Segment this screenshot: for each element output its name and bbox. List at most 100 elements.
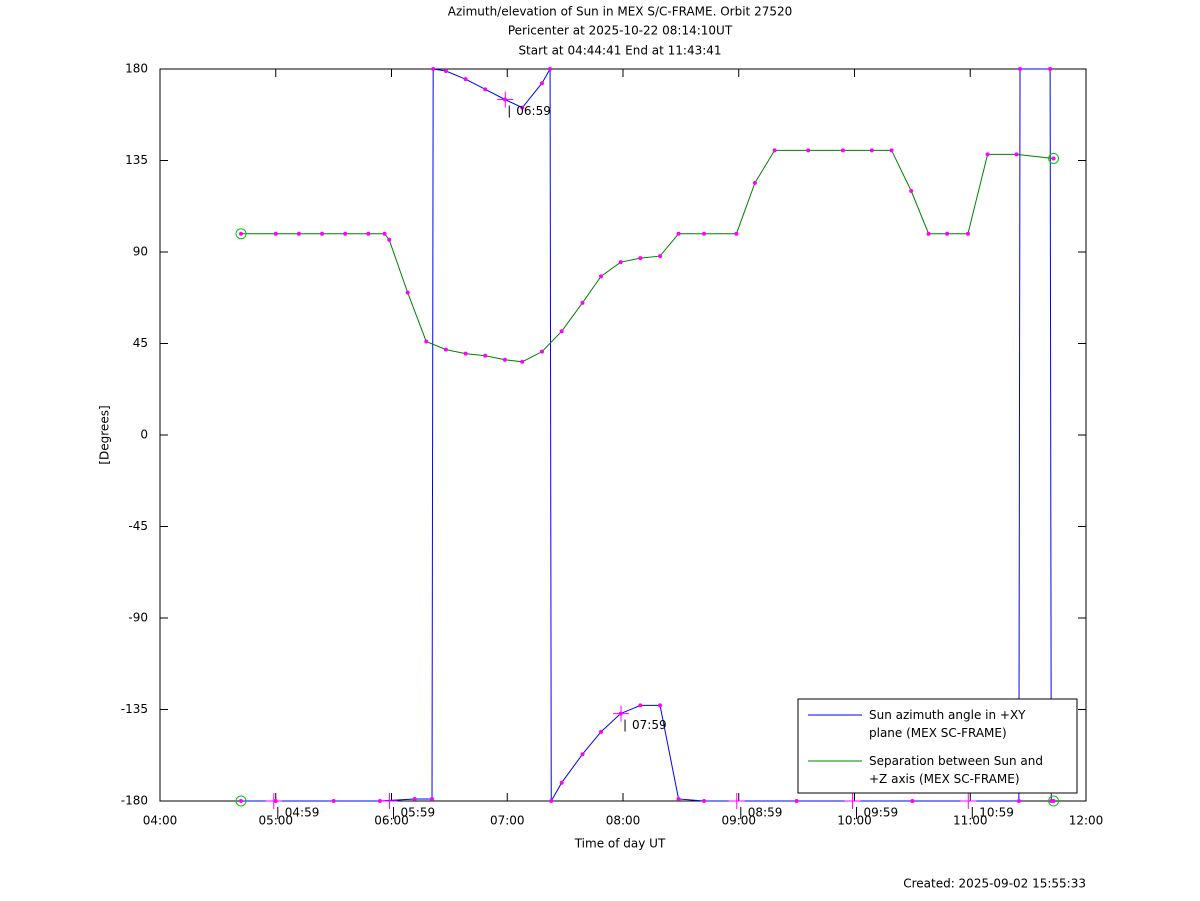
data-point xyxy=(909,189,914,193)
data-point xyxy=(889,148,894,153)
data-point xyxy=(539,81,544,86)
x-tick-label: 10:00 xyxy=(837,814,872,828)
endpoint-marker xyxy=(1048,795,1060,807)
data-point xyxy=(443,347,448,352)
y-tick-label: -45 xyxy=(128,519,148,533)
data-point xyxy=(382,231,387,236)
y-tick-label: -90 xyxy=(128,611,148,625)
data-point xyxy=(387,237,392,242)
data-point xyxy=(549,799,554,803)
annotation: 09:59 xyxy=(864,806,899,820)
data-point xyxy=(1048,67,1053,71)
data-point xyxy=(463,351,468,356)
data-point xyxy=(702,799,707,803)
data-point xyxy=(366,231,371,236)
data-point xyxy=(580,300,585,305)
annotation: 06:59 xyxy=(516,104,551,118)
data-point xyxy=(1016,799,1021,803)
data-point xyxy=(405,290,410,295)
plot-frame xyxy=(159,68,1087,802)
data-point xyxy=(794,799,799,803)
data-point xyxy=(239,799,244,803)
data-point xyxy=(676,231,681,236)
data-point xyxy=(638,256,643,261)
data-point xyxy=(424,339,429,344)
data-point xyxy=(926,231,931,236)
legend: Sun azimuth angle in +XY plane (MEX SC-F… xyxy=(797,698,1078,794)
annotation: 10:59 xyxy=(979,806,1014,820)
data-point xyxy=(539,349,544,354)
data-point xyxy=(752,180,757,185)
data-point xyxy=(965,231,970,236)
data-point xyxy=(840,148,845,153)
data-point xyxy=(520,359,525,364)
annotation: 08:59 xyxy=(748,806,783,820)
x-tick-label: 05:00 xyxy=(258,814,293,828)
data-point xyxy=(443,69,448,74)
data-point xyxy=(463,77,468,82)
endpoint-marker xyxy=(1048,152,1060,164)
y-tick-label: 0 xyxy=(140,428,148,442)
y-tick-label: 135 xyxy=(125,153,148,167)
data-point xyxy=(734,231,739,236)
y-axis-label: [Degrees] xyxy=(98,405,112,464)
x-tick-label: 08:00 xyxy=(606,814,641,828)
legend-label: Separation between Sun and +Z axis (MEX … xyxy=(869,754,1047,786)
data-point xyxy=(599,729,604,734)
data-point xyxy=(520,105,525,110)
data-point xyxy=(676,796,681,801)
chart-subtitle: Pericenter at 2025-10-22 08:14:10UT xyxy=(508,24,733,38)
data-point xyxy=(483,353,488,358)
data-point xyxy=(658,703,663,708)
data-point xyxy=(580,752,585,757)
y-tick-label: -135 xyxy=(121,702,148,716)
annotation: 05:59 xyxy=(401,806,436,820)
data-point xyxy=(1051,156,1056,161)
data-point xyxy=(1051,799,1056,803)
data-point xyxy=(772,148,777,153)
x-tick-label: 09:00 xyxy=(721,814,756,828)
data-point xyxy=(296,231,301,236)
data-point xyxy=(599,274,604,279)
endpoint-marker xyxy=(235,795,247,807)
x-axis-label: Time of day UT xyxy=(574,837,666,851)
data-point xyxy=(331,799,336,803)
data-point xyxy=(343,231,348,236)
chart-title: Azimuth/elevation of Sun in MEX S/C-FRAM… xyxy=(448,5,793,19)
series-line xyxy=(241,67,1054,803)
data-point xyxy=(239,231,244,236)
data-point xyxy=(502,357,507,362)
data-point xyxy=(377,799,382,803)
y-tick-label: 45 xyxy=(133,336,148,350)
footer: Created: 2025-09-02 15:55:33 xyxy=(903,877,1086,891)
x-tick-label: 07:00 xyxy=(490,814,525,828)
x-tick-label: 11:00 xyxy=(953,814,988,828)
annotation: 04:59 xyxy=(285,806,320,820)
data-point xyxy=(985,152,990,157)
x-tick-label: 04:00 xyxy=(143,814,178,828)
x-tick-label: 06:00 xyxy=(374,814,409,828)
data-point xyxy=(638,703,643,708)
chart-subtitle: Start at 04:44:41 End at 11:43:41 xyxy=(518,44,721,58)
y-tick-label: 90 xyxy=(133,245,148,259)
endpoint-marker xyxy=(235,228,247,240)
data-point xyxy=(430,796,435,801)
data-point xyxy=(702,231,707,236)
data-point xyxy=(658,254,663,259)
data-point xyxy=(1014,152,1019,157)
data-point xyxy=(945,231,950,236)
data-point xyxy=(910,799,915,803)
data-point xyxy=(559,780,564,785)
data-point xyxy=(618,260,623,265)
data-point xyxy=(431,67,436,71)
y-tick-label: 180 xyxy=(125,62,148,76)
series-line xyxy=(241,149,1054,363)
legend-label: Sun azimuth angle in +XY plane (MEX SC-F… xyxy=(869,708,1029,740)
data-point xyxy=(483,87,488,92)
y-tick-label: -180 xyxy=(121,794,148,808)
data-point xyxy=(548,67,553,71)
data-point xyxy=(1018,67,1023,71)
data-point xyxy=(559,329,564,334)
data-point xyxy=(869,148,874,153)
